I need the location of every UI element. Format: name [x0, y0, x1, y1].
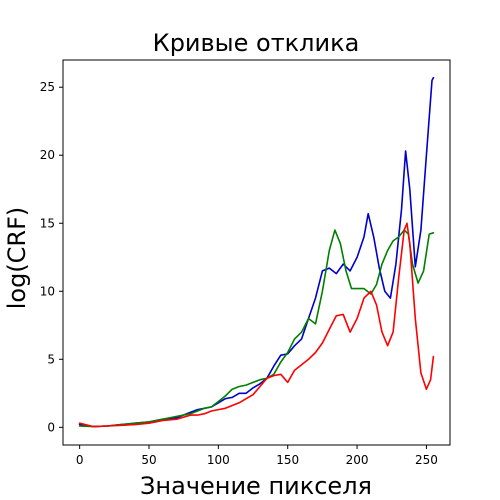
x-tick-label: 250 [415, 453, 438, 467]
y-axis: 0 5 10 15 20 25 [40, 80, 63, 434]
series-line-2 [80, 230, 434, 427]
y-tick-label: 10 [40, 284, 55, 298]
y-tick-label: 5 [47, 352, 55, 366]
x-tick-label: 200 [346, 453, 369, 467]
chart-title: Кривые отклика [153, 29, 360, 57]
x-tick-label: 0 [76, 453, 84, 467]
y-tick-label: 15 [40, 216, 55, 230]
x-tick-label: 50 [141, 453, 156, 467]
y-tick-label: 20 [40, 148, 55, 162]
x-axis-label: Значение пикселя [140, 472, 372, 500]
series-layer [80, 78, 434, 427]
x-tick-label: 100 [207, 453, 230, 467]
y-tick-label: 0 [47, 420, 55, 434]
y-axis-label: log(CRF) [3, 207, 31, 310]
x-tick-label: 150 [276, 453, 299, 467]
series-line-3 [80, 223, 434, 426]
series-line-1 [80, 78, 434, 427]
plot-frame [63, 60, 450, 445]
y-tick-label: 25 [40, 80, 55, 94]
x-axis: 0 50 100 150 200 250 [76, 445, 438, 467]
